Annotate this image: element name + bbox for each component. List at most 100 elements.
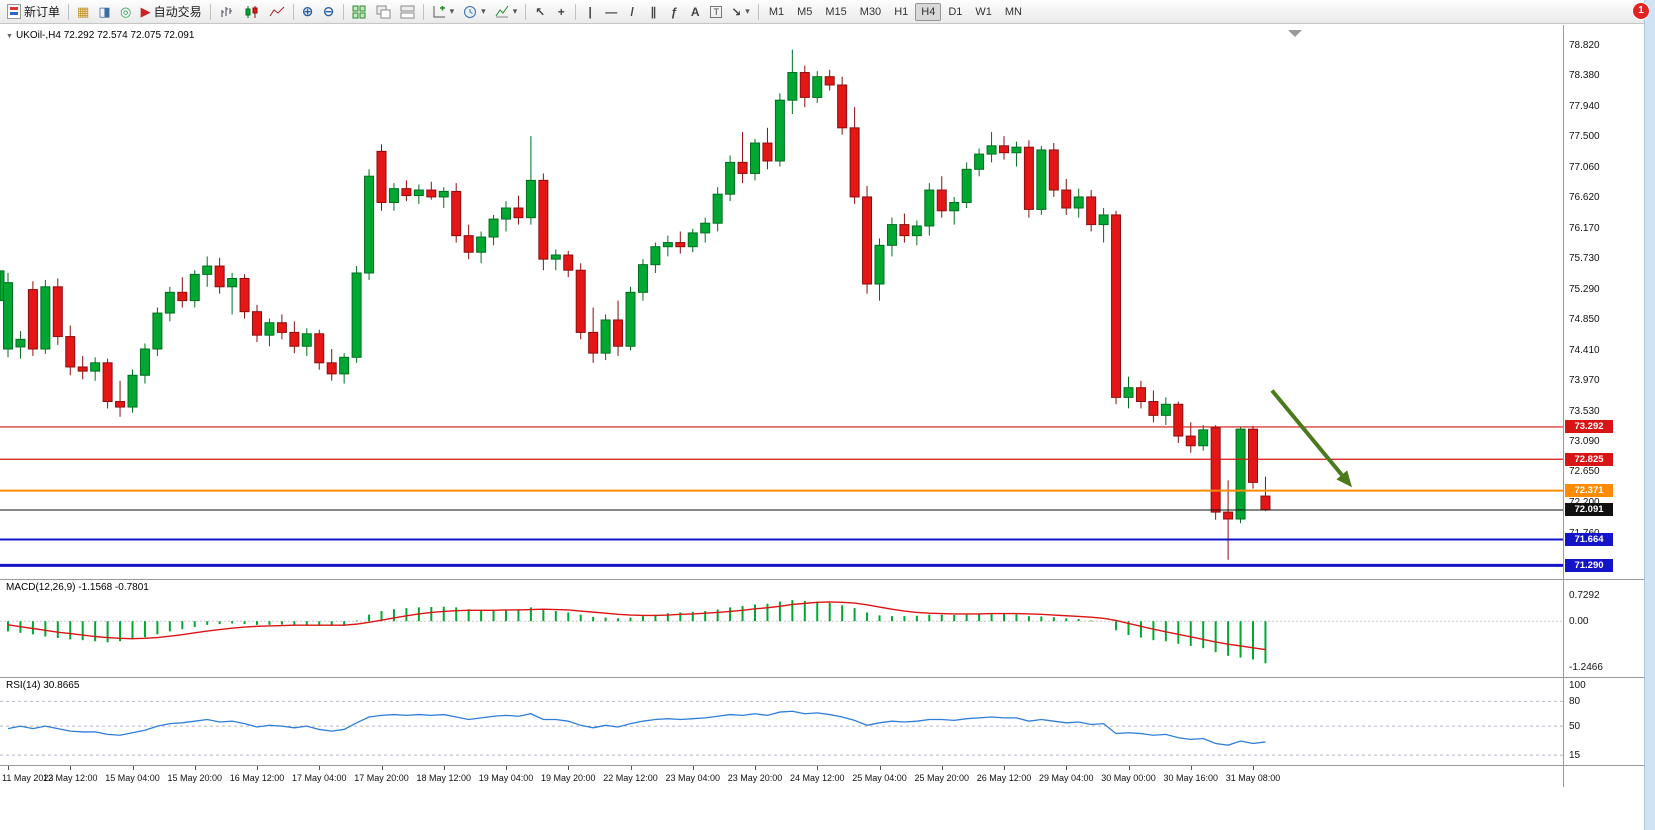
time-axis[interactable]: 11 May 2023 12 May 12:00 15 May 04:00 15 Ma…: [0, 766, 1563, 788]
symbol-dropdown-icon[interactable]: ▼: [6, 33, 13, 40]
tile-windows-button[interactable]: [348, 2, 371, 22]
price-tag: 72.825: [1565, 452, 1613, 466]
timeframe-m15[interactable]: M15: [819, 3, 852, 21]
trend-arrow[interactable]: [1270, 389, 1344, 477]
candle-up: [264, 322, 275, 336]
horizontal-line-tool[interactable]: —: [601, 2, 621, 22]
candle-up: [637, 264, 648, 293]
vertical-line-tool[interactable]: |: [580, 2, 600, 22]
macd-panel[interactable]: [0, 580, 1563, 677]
price-tag: 73.292: [1565, 420, 1613, 434]
zoom-out-button[interactable]: ⊖: [319, 2, 339, 22]
auto-trading-button[interactable]: ▶ 自动交易: [137, 2, 206, 22]
candle-down: [214, 265, 225, 288]
candle-down: [862, 196, 873, 285]
candle-down: [77, 366, 88, 372]
panel-separator[interactable]: [0, 677, 1645, 678]
trendline-tool[interactable]: /: [622, 2, 642, 22]
label-icon: T: [710, 5, 722, 18]
rsi-label: RSI(14) 30.8665: [6, 680, 80, 691]
trend-arrow-head[interactable]: [1336, 470, 1352, 488]
axis-tick: 80: [1569, 696, 1581, 708]
chart-shift-marker[interactable]: [1288, 30, 1302, 37]
cascade-windows-button[interactable]: [372, 2, 395, 22]
right-scrollbar[interactable]: [1644, 0, 1655, 830]
time-label: 26 May 12:00: [976, 773, 1032, 783]
indicators-dropdown[interactable]: ▾: [491, 2, 522, 22]
candle-up: [687, 232, 698, 248]
notification-badge[interactable]: 1: [1632, 2, 1650, 20]
time-tick: [692, 766, 694, 770]
trendline-icon: /: [630, 4, 634, 19]
bar-chart-button[interactable]: [215, 2, 239, 22]
charts-icon: ▦: [77, 4, 90, 19]
new-order-button[interactable]: 新订单: [3, 2, 64, 22]
arrange-windows-button[interactable]: [396, 2, 419, 22]
candle-up: [152, 312, 163, 350]
text-tool[interactable]: A: [685, 2, 705, 22]
timeframe-h1[interactable]: H1: [888, 3, 914, 21]
fibonacci-tool[interactable]: ƒ: [664, 2, 684, 22]
candle-up: [812, 76, 823, 98]
cascade-windows-icon: [376, 5, 391, 18]
timeframe-m1[interactable]: M1: [763, 3, 790, 21]
period-dropdown[interactable]: ▾: [459, 2, 490, 22]
label-tool[interactable]: T: [706, 2, 726, 22]
time-label: 19 May 04:00: [478, 773, 534, 783]
new-chart-dropdown[interactable]: ▾: [428, 2, 459, 22]
line-chart-button[interactable]: [265, 2, 289, 22]
time-label: 19 May 20:00: [540, 773, 596, 783]
navigator-button[interactable]: ◎: [116, 2, 136, 22]
candle-up: [974, 153, 985, 170]
time-tick: [1128, 766, 1130, 770]
macd-signal-line: [7, 601, 1266, 651]
time-label: 24 May 12:00: [789, 773, 845, 783]
candle-down: [799, 72, 810, 98]
timeframe-mn[interactable]: MN: [999, 3, 1028, 21]
candle-up: [750, 142, 760, 174]
zoom-in-button[interactable]: ⊕: [298, 2, 318, 22]
time-label: 12 May 12:00: [42, 773, 98, 783]
arrows-dropdown[interactable]: ↘ ▾: [727, 2, 754, 22]
candle-down: [276, 322, 287, 333]
axis-tick: 50: [1569, 721, 1581, 733]
vertical-line-icon: |: [588, 4, 592, 19]
crosshair-button[interactable]: +: [551, 2, 571, 22]
candle-up: [413, 189, 424, 197]
panel-separator[interactable]: [0, 579, 1645, 580]
candle-down: [824, 76, 835, 86]
timeframe-m30[interactable]: M30: [854, 3, 887, 21]
time-label: 15 May 20:00: [167, 773, 223, 783]
rsi-panel[interactable]: [0, 678, 1563, 765]
axis-tick: 76.620: [1569, 191, 1600, 203]
charts-button[interactable]: ▦: [73, 2, 93, 22]
candle-down: [1248, 428, 1258, 483]
chevron-down-icon: ▾: [745, 6, 750, 16]
cursor-button[interactable]: ↖: [530, 2, 550, 22]
candle-up: [339, 356, 350, 375]
channel-tool[interactable]: ∥: [643, 2, 663, 22]
market-watch-button[interactable]: ◨: [94, 2, 114, 22]
time-label: 17 May 04:00: [291, 773, 347, 783]
candle-down: [102, 362, 113, 403]
candle-down: [837, 84, 848, 129]
timeframe-d1[interactable]: D1: [942, 3, 968, 21]
price-axis[interactable]: 78.820 78.380 77.940 77.500 77.060 76.620 76.1…: [1563, 25, 1646, 787]
candle-up: [1073, 196, 1084, 209]
crosshair-icon: +: [557, 4, 565, 19]
panel-separator: [0, 765, 1645, 766]
timeframe-w1[interactable]: W1: [969, 3, 998, 21]
candle-up: [90, 362, 101, 372]
timeframe-m5[interactable]: M5: [791, 3, 818, 21]
main-price-chart[interactable]: [0, 25, 1563, 579]
time-tick: [879, 766, 881, 770]
candlestick-chart-button[interactable]: [240, 2, 264, 22]
candle-up: [525, 179, 536, 219]
time-tick: [1253, 766, 1254, 770]
timeframe-h4[interactable]: H4: [915, 2, 942, 21]
axis-tick: 73.090: [1569, 435, 1600, 447]
axis-tick: 100: [1569, 679, 1586, 691]
time-tick: [8, 766, 9, 770]
candle-up: [227, 278, 238, 288]
candle-down: [675, 242, 686, 248]
